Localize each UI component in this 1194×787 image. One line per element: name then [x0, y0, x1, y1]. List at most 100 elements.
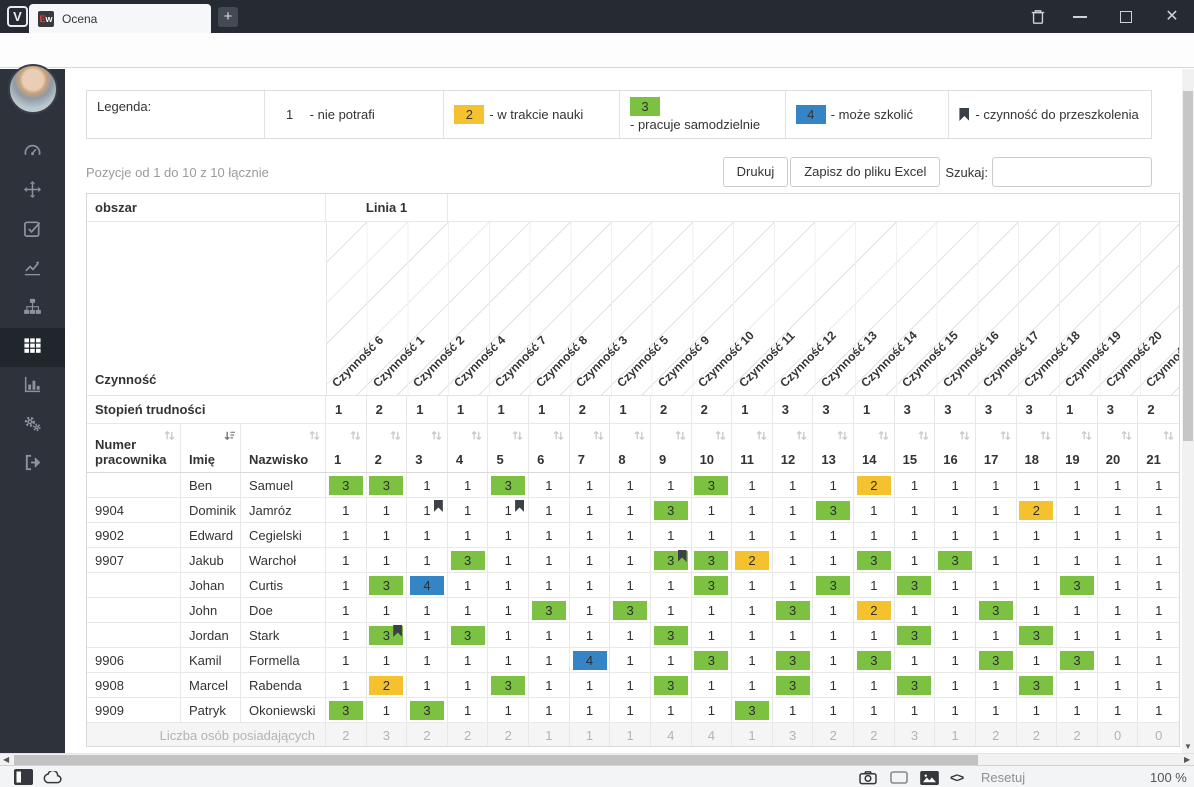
sort-icon[interactable] — [795, 429, 808, 442]
skill-cell: 3 — [854, 548, 895, 572]
sort-icon[interactable] — [430, 429, 443, 442]
new-tab-button[interactable]: + — [218, 7, 238, 27]
sort-icon[interactable] — [958, 429, 971, 442]
column-number: 21 — [1146, 452, 1161, 467]
maximize-icon — [1120, 10, 1132, 23]
sort-icon[interactable] — [1162, 429, 1175, 442]
sidebar-item-sign-out[interactable] — [0, 445, 65, 484]
sort-icon[interactable] — [1080, 429, 1093, 442]
images-toggle-button[interactable] — [920, 771, 939, 787]
skill-cell: 1 — [1057, 598, 1098, 622]
activity-column-header[interactable]: 17 — [976, 424, 1017, 472]
difficulty-value: 1 — [610, 396, 651, 423]
column-header-nazwisko[interactable]: Nazwisko — [241, 424, 326, 472]
sort-icon[interactable] — [674, 429, 687, 442]
sort-icon[interactable] — [755, 429, 768, 442]
print-button[interactable]: Drukuj — [722, 157, 789, 187]
activity-column-header[interactable]: 15 — [895, 424, 936, 472]
skill-value: 3 — [1059, 650, 1094, 670]
scroll-down-icon[interactable]: ▼ — [1184, 742, 1192, 751]
activity-column-header[interactable]: 18 — [1017, 424, 1058, 472]
sidebar-item-settings-gears[interactable] — [0, 406, 65, 445]
sort-icon[interactable] — [163, 429, 176, 442]
sort-icon[interactable] — [633, 429, 646, 442]
horizontal-scrollbar-thumb[interactable] — [14, 755, 978, 765]
activity-column-header[interactable]: 21 — [1138, 424, 1179, 472]
user-avatar[interactable] — [8, 64, 58, 114]
vertical-scrollbar[interactable]: ▼ — [1182, 69, 1194, 753]
sort-icon[interactable] — [1120, 429, 1133, 442]
close-button[interactable]: ✕ — [1152, 0, 1192, 33]
activity-column-header[interactable]: 6 — [529, 424, 570, 472]
skill-cell: 3 — [326, 473, 367, 497]
employee-last-name: Rabenda — [241, 673, 326, 697]
zoom-reset-button[interactable]: Resetuj — [981, 770, 1026, 785]
skill-value: 1 — [910, 502, 919, 518]
sort-icon[interactable] — [470, 429, 483, 442]
sort-icon[interactable] — [308, 429, 321, 442]
horizontal-scrollbar[interactable]: ◀ ▶ — [0, 753, 1194, 765]
sort-icon[interactable] — [511, 429, 524, 442]
skill-cell: 1 — [1057, 623, 1098, 647]
skill-cell: 3 — [610, 598, 651, 622]
activity-column-header[interactable]: 2 — [367, 424, 408, 472]
sort-icon[interactable] — [1039, 429, 1052, 442]
capture-button[interactable] — [858, 770, 878, 787]
activity-column-header[interactable]: 19 — [1057, 424, 1098, 472]
skill-value: 1 — [748, 502, 756, 518]
sort-icon[interactable] — [592, 429, 605, 442]
vertical-scrollbar-thumb[interactable] — [1183, 91, 1193, 441]
code-view-button[interactable]: <> — [950, 770, 964, 785]
activity-column-header[interactable]: 12 — [773, 424, 814, 472]
activity-column-header[interactable]: 1 — [326, 424, 367, 472]
scroll-right-icon[interactable]: ▶ — [1184, 755, 1191, 764]
trash-button[interactable] — [1018, 0, 1058, 33]
sidebar-item-dashboard-gauge[interactable] — [0, 133, 65, 172]
sort-icon[interactable] — [349, 429, 362, 442]
activity-column-header[interactable]: 5 — [488, 424, 530, 472]
browser-tab[interactable]: Ew Ocena — [29, 4, 211, 33]
skill-value: 1 — [1032, 702, 1040, 718]
minimize-button[interactable] — [1060, 0, 1100, 33]
sidebar-item-line-chart[interactable] — [0, 250, 65, 289]
sort-icon[interactable] — [836, 429, 849, 442]
column-header-numer-pracownika[interactable]: Numer pracownika — [87, 424, 181, 472]
activity-column-header[interactable]: 10 — [692, 424, 733, 472]
activity-column-header[interactable]: 14 — [854, 424, 895, 472]
sort-icon[interactable] — [714, 429, 727, 442]
sync-button[interactable] — [42, 769, 63, 787]
activity-column-header[interactable]: 7 — [570, 424, 611, 472]
sidebar-item-bar-chart[interactable] — [0, 367, 65, 406]
legend-item-label: - w trakcie nauki — [489, 107, 584, 122]
table-search-input[interactable] — [992, 157, 1152, 187]
tiling-button[interactable] — [890, 771, 908, 787]
sort-icon[interactable] — [999, 429, 1012, 442]
skill-value: 1 — [910, 477, 919, 493]
skill-cell: 1 — [732, 573, 773, 597]
activity-column-header[interactable]: 13 — [813, 424, 855, 472]
column-header-imi-[interactable]: Imię — [181, 424, 241, 472]
sort-icon[interactable] — [917, 429, 930, 442]
sort-icon[interactable] — [552, 429, 565, 442]
maximize-button[interactable] — [1106, 0, 1146, 33]
panel-toggle-button[interactable] — [14, 769, 33, 787]
skill-cell: 1 — [976, 623, 1017, 647]
activity-column-header[interactable]: 4 — [448, 424, 489, 472]
sidebar-item-move-arrows[interactable] — [0, 172, 65, 211]
vivaldi-menu-button[interactable]: V — [7, 6, 28, 27]
sidebar-item-org-chart[interactable] — [0, 289, 65, 328]
sidebar-item-check-square[interactable] — [0, 211, 65, 250]
activity-column-header[interactable]: 8 — [610, 424, 651, 472]
sort-icon[interactable] — [877, 429, 890, 442]
activity-column-header[interactable]: 11 — [732, 424, 773, 472]
sort-active-icon[interactable] — [223, 429, 236, 442]
scroll-left-icon[interactable]: ◀ — [3, 755, 10, 764]
activity-column-header[interactable]: 16 — [935, 424, 976, 472]
activity-column-header[interactable]: 3 — [407, 424, 448, 472]
activity-column-header[interactable]: 20 — [1098, 424, 1139, 472]
summary-value: 4 — [651, 723, 692, 746]
excel-export-button[interactable]: Zapisz do pliku Excel — [790, 157, 941, 187]
sort-icon[interactable] — [389, 429, 402, 442]
activity-column-header[interactable]: 9 — [651, 424, 692, 472]
sidebar-item-data-table[interactable] — [0, 328, 65, 367]
